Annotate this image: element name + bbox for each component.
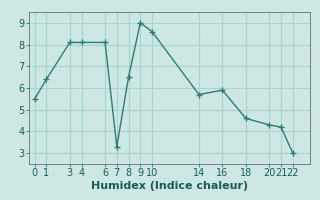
X-axis label: Humidex (Indice chaleur): Humidex (Indice chaleur) bbox=[91, 181, 248, 191]
